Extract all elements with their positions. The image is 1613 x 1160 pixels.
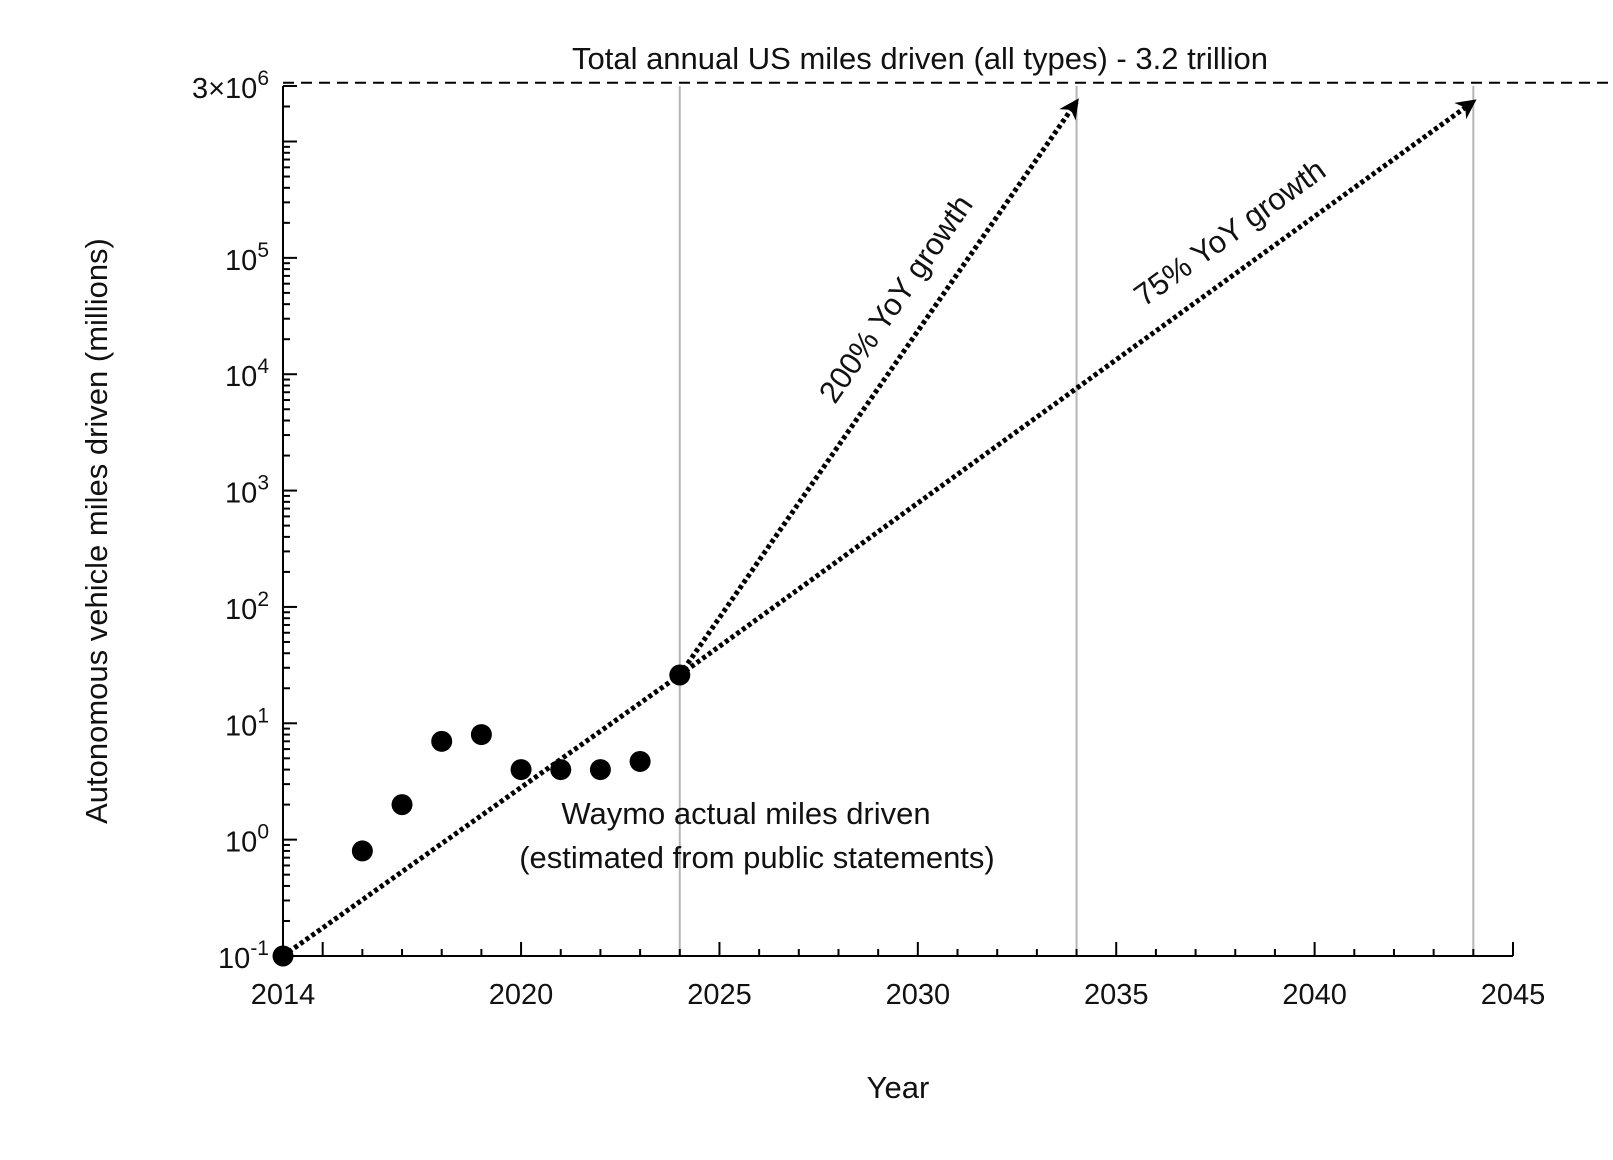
text-layer: Total annual US miles driven (all types)… — [79, 41, 1545, 1105]
y-tick-label: 103 — [225, 472, 269, 510]
total-us-miles-label: Total annual US miles driven (all types)… — [572, 41, 1268, 76]
projection-label: 75% YoY growth — [1128, 152, 1332, 313]
y-tick-label: 3×106 — [192, 67, 269, 105]
waymo-annotation-line2: (estimated from public statements) — [519, 840, 995, 875]
projection-arrow — [677, 98, 1079, 677]
data-point — [589, 759, 611, 781]
data-point — [470, 724, 492, 746]
waymo-annotation-line1: Waymo actual miles driven — [561, 796, 930, 831]
points-layer — [272, 664, 691, 967]
x-tick-label: 2025 — [687, 979, 752, 1011]
x-tick-label: 2020 — [489, 979, 554, 1011]
y-tick-label: 10-1 — [218, 937, 269, 975]
y-tick-label: 100 — [225, 821, 269, 859]
projection-label: 200% YoY growth — [812, 188, 980, 409]
x-tick-label: 2035 — [1084, 979, 1149, 1011]
x-tick-label: 2045 — [1481, 979, 1546, 1011]
axes-layer — [282, 85, 1514, 957]
x-tick-label: 2040 — [1282, 979, 1347, 1011]
x-tick-label: 2030 — [886, 979, 951, 1011]
y-tick-label: 104 — [225, 355, 269, 393]
projection-layer — [281, 98, 1477, 959]
data-point — [272, 945, 294, 967]
data-point — [391, 794, 413, 816]
data-point — [550, 759, 572, 781]
data-point — [669, 664, 691, 686]
y-tick-label: 105 — [225, 239, 269, 277]
projection-arrow — [678, 99, 1477, 678]
x-tick-label: 2014 — [251, 979, 316, 1011]
reference-layer — [283, 81, 1613, 956]
y-tick-label: 101 — [225, 704, 269, 742]
x-axis-title: Year — [867, 1070, 930, 1105]
data-point — [629, 750, 651, 772]
y-axis-title: Autonomous vehicle miles driven (million… — [79, 238, 114, 824]
y-tick-label: 102 — [225, 588, 269, 626]
data-point — [510, 759, 532, 781]
data-point — [351, 840, 373, 862]
data-point — [431, 730, 453, 752]
